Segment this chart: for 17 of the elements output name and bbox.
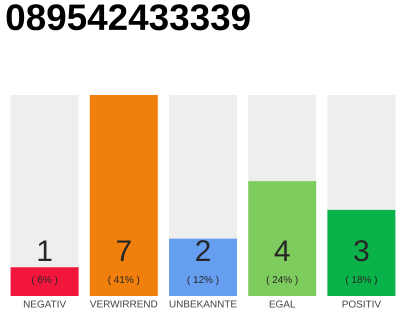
bar [10,267,79,296]
data-label: 1 [38,240,52,261]
data-label: 4 [274,240,290,261]
annotation: ( 41% ) [108,276,140,286]
x-tick-label: NEGATIV [24,300,66,308]
x-tick-label: POSITIV [342,300,382,308]
annotation: ( 12% ) [188,276,218,286]
annotation: ( 18% ) [346,276,377,286]
annotation: ( 6% ) [32,276,58,286]
data-label: 2 [196,240,210,261]
x-tick-label: VERWIRREND [90,300,158,308]
chart-title: 089542433339 [6,4,250,30]
data-label: 3 [354,240,368,262]
x-tick-label: UNBEKANNTE [170,300,237,308]
data-label: 7 [117,240,131,261]
annotation: ( 24% ) [266,276,298,286]
x-tick-label: EGAL [270,300,296,308]
